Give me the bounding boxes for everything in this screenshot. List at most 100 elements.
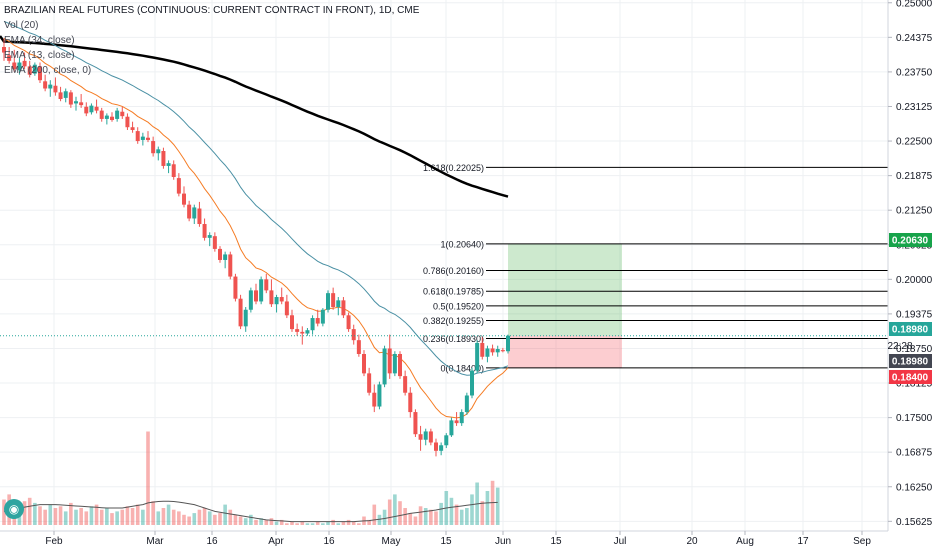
candle-body[interactable] [377, 384, 382, 407]
candle-body[interactable] [398, 354, 402, 377]
candle-body[interactable] [27, 66, 32, 75]
candle-body[interactable] [146, 137, 150, 140]
candle-body[interactable] [274, 297, 279, 305]
candle-body[interactable] [166, 163, 171, 166]
candle-body[interactable] [207, 235, 212, 238]
candle-body[interactable] [58, 92, 63, 100]
candle-body[interactable] [94, 106, 99, 111]
candle-body[interactable] [223, 254, 228, 260]
candle-body[interactable] [305, 330, 310, 334]
candle-body[interactable] [490, 348, 495, 353]
candle-body[interactable] [233, 276, 238, 299]
candle-body[interactable] [197, 208, 202, 225]
candle-body[interactable] [428, 431, 433, 443]
candle-body[interactable] [89, 105, 94, 113]
candlesticks[interactable] [2, 38, 510, 457]
candle-body[interactable] [259, 279, 264, 302]
candle-body[interactable] [218, 248, 222, 260]
candle-body[interactable] [351, 329, 356, 341]
candle-body[interactable] [202, 224, 207, 238]
candle-body[interactable] [495, 349, 500, 353]
candle-body[interactable] [341, 300, 346, 316]
candle-body[interactable] [362, 354, 366, 374]
candle-body[interactable] [2, 47, 6, 53]
candle-body[interactable] [63, 91, 68, 98]
candle-body[interactable] [17, 62, 22, 71]
price-axis[interactable]: 0.25000 0.24375 0.23750 0.23125 0.22500 0.218… [888, 0, 932, 528]
candle-body[interactable] [79, 102, 84, 106]
candle-body[interactable] [315, 318, 320, 324]
candle-body[interactable] [254, 290, 258, 302]
candle-body[interactable] [464, 395, 469, 413]
candle-body[interactable] [84, 106, 89, 114]
candle-body[interactable] [104, 115, 109, 119]
candle-body[interactable] [300, 331, 305, 334]
candle-body[interactable] [449, 420, 454, 436]
candle-body[interactable] [506, 335, 510, 352]
candle-body[interactable] [130, 127, 135, 130]
candle-body[interactable] [182, 193, 186, 205]
candle-body[interactable] [295, 329, 300, 332]
candle-body[interactable] [38, 66, 42, 81]
candle-body[interactable] [439, 445, 444, 451]
candle-body[interactable] [356, 340, 361, 354]
candle-body[interactable] [151, 141, 156, 154]
candle-body[interactable] [346, 315, 351, 330]
candle-body[interactable] [413, 412, 418, 435]
candle-body[interactable] [382, 348, 387, 385]
candle-body[interactable] [423, 431, 428, 440]
candle-body[interactable] [279, 297, 284, 302]
candle-body[interactable] [269, 290, 274, 305]
ema-34-line[interactable] [3, 20, 509, 376]
candle-body[interactable] [243, 309, 248, 327]
candle-body[interactable] [74, 101, 78, 104]
candle-body[interactable] [387, 348, 392, 374]
candle-body[interactable] [284, 301, 289, 316]
candle-body[interactable] [228, 254, 233, 277]
ema-200-line[interactable] [0, 35, 509, 198]
candle-body[interactable] [310, 318, 315, 331]
fibonacci-levels[interactable]: 1.618(0.22025) 1(0.20640) 0.786(0.20160) 0.… [423, 163, 888, 374]
candle-body[interactable] [392, 354, 397, 374]
candle-body[interactable] [53, 85, 58, 93]
candle-body[interactable] [99, 110, 104, 119]
candle-body[interactable] [434, 442, 438, 451]
candle-body[interactable] [403, 376, 408, 393]
candle-body[interactable] [238, 298, 243, 327]
candle-body[interactable] [454, 420, 459, 424]
position-loss-zone[interactable] [508, 335, 622, 368]
candle-body[interactable] [110, 116, 114, 121]
candle-body[interactable] [408, 392, 413, 413]
candle-body[interactable] [470, 370, 474, 396]
candle-body[interactable] [156, 149, 161, 154]
candle-body[interactable] [192, 207, 197, 219]
candle-body[interactable] [48, 84, 53, 89]
candle-body[interactable] [120, 111, 125, 117]
legend-vol[interactable]: Vol (20) [4, 20, 39, 31]
candle-body[interactable] [485, 348, 490, 357]
candle-body[interactable] [43, 81, 48, 89]
candle-body[interactable] [290, 315, 294, 330]
candle-body[interactable] [115, 110, 120, 119]
candle-body[interactable] [248, 290, 253, 310]
candle-body[interactable] [336, 300, 341, 307]
candle-body[interactable] [187, 204, 192, 219]
candle-body[interactable] [459, 412, 464, 424]
candle-body[interactable] [161, 151, 166, 166]
candle-body[interactable] [68, 92, 73, 105]
legend-ema13[interactable]: EMA (13, close) [4, 50, 75, 61]
candle-body[interactable] [367, 373, 372, 393]
candle-body[interactable] [264, 279, 269, 291]
candle-body[interactable] [500, 350, 505, 352]
candle-body[interactable] [212, 236, 217, 249]
legend-ema200[interactable]: EMA (200, close, 0) [4, 65, 92, 76]
candle-body[interactable] [480, 342, 485, 357]
candle-body[interactable] [331, 293, 336, 307]
candle-body[interactable] [12, 62, 17, 70]
legend-ema34[interactable]: EMA (34, close) [4, 35, 75, 46]
time-axis[interactable]: Feb Mar 16 Apr 16 May 15 Jun 15 Jul 20 Aug 17 Sep [45, 531, 871, 547]
candle-body[interactable] [125, 116, 130, 128]
candle-body[interactable] [32, 64, 37, 74]
candle-body[interactable] [372, 392, 377, 407]
